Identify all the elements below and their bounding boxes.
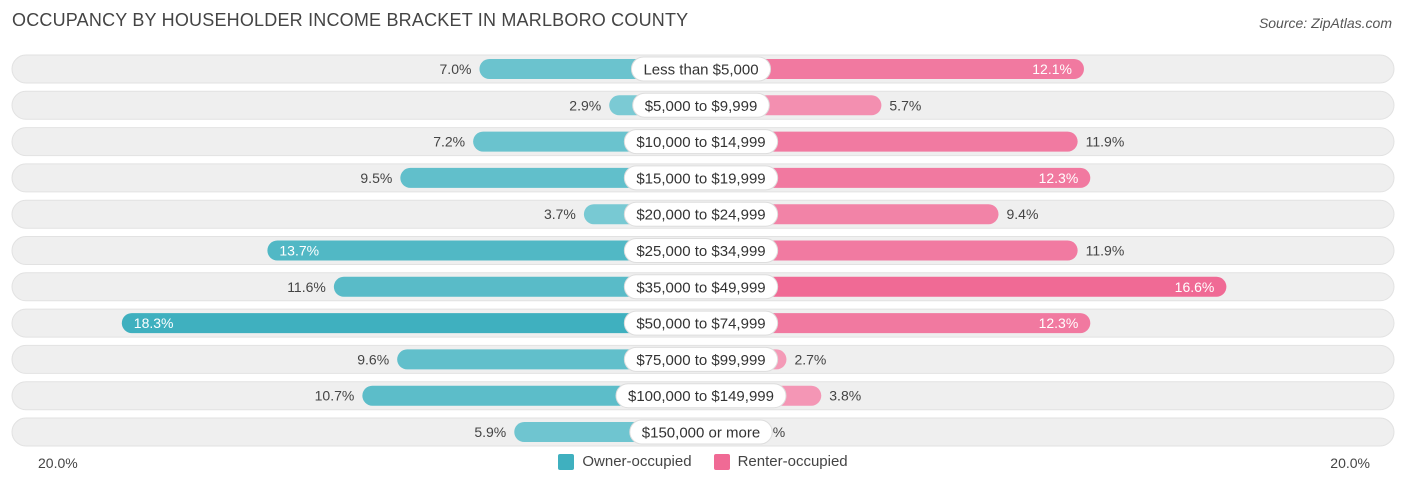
bar-owner (362, 385, 701, 406)
label-renter-value: 3.8% (829, 388, 861, 404)
chart-row: 9.6% 2.7% $75,000 to $99,999 (11, 344, 1395, 374)
axis-min-label: 20.0% (38, 455, 78, 471)
label-owner-value: 10.7% (315, 388, 355, 404)
legend: Owner-occupied Renter-occupied (0, 453, 1406, 470)
chart-row: 18.3% 12.3% $50,000 to $74,999 (11, 308, 1395, 338)
axis-max-label: 20.0% (1330, 455, 1370, 471)
chart-row: 11.6% 16.6% $35,000 to $49,999 (11, 272, 1395, 302)
label-renter-value: 2.7% (794, 351, 826, 367)
label-renter-value: 11.9% (1086, 243, 1125, 259)
bar-owner (267, 240, 701, 261)
label-renter-value: 5.7% (889, 97, 921, 113)
bar-renter (701, 167, 1091, 188)
chart-title: OCCUPANCY BY HOUSEHOLDER INCOME BRACKET … (12, 10, 689, 30)
category-label: $75,000 to $99,999 (636, 352, 765, 369)
label-owner-value: 5.9% (474, 424, 506, 440)
legend-label-renter: Renter-occupied (737, 453, 848, 470)
bar-renter (701, 276, 1227, 297)
label-owner-value: 13.7% (279, 243, 319, 259)
category-label: $25,000 to $34,999 (636, 243, 765, 260)
label-renter-value: 12.1% (1032, 61, 1072, 77)
label-renter-value: 12.3% (1039, 315, 1079, 331)
category-pill (630, 56, 772, 82)
category-pill (623, 310, 779, 336)
chart-row: 2.9% 5.7% $5,000 to $9,999 (11, 90, 1395, 120)
legend-swatch-renter (713, 453, 730, 470)
label-renter-value: 11.9% (1086, 134, 1125, 150)
category-label: $50,000 to $74,999 (636, 316, 765, 333)
label-owner-value: 9.5% (360, 170, 392, 186)
bar-renter (701, 313, 1091, 334)
label-renter-value: 9.4% (1007, 206, 1039, 222)
category-label: Less than $5,000 (643, 62, 758, 79)
label-owner-value: 18.3% (134, 315, 174, 331)
chart-row: 13.7% 11.9% $25,000 to $34,999 (11, 236, 1395, 265)
label-renter-value: 16.6% (1175, 279, 1215, 295)
category-pill (629, 419, 773, 445)
legend-swatch-owner (558, 453, 575, 470)
category-pill (623, 129, 779, 155)
category-label: $10,000 to $14,999 (636, 134, 765, 151)
label-owner-value: 7.2% (433, 134, 465, 150)
chart-row: 7.2% 11.9% $10,000 to $14,999 (11, 127, 1395, 157)
category-pill (623, 201, 779, 227)
legend-item-renter: Renter-occupied (713, 453, 848, 470)
category-label: $100,000 to $149,999 (628, 388, 774, 405)
category-pill (615, 383, 787, 409)
category-label: $15,000 to $19,999 (636, 170, 765, 187)
bar-owner (121, 313, 702, 334)
chart-row: 7.0% 12.1% Less than $5,000 (11, 54, 1395, 84)
category-pill (623, 346, 779, 372)
bar-owner (333, 276, 701, 297)
chart-row: 5.9%1.4%$150,000 or more (11, 417, 1395, 447)
legend-label-owner: Owner-occupied (582, 453, 692, 470)
label-owner-value: 11.6% (287, 279, 326, 295)
category-label: $150,000 or more (642, 425, 760, 442)
label-owner-value: 9.6% (357, 351, 389, 367)
category-pill (623, 165, 779, 191)
bar-renter (701, 59, 1084, 79)
category-label: $35,000 to $49,999 (636, 279, 765, 296)
category-pill (623, 238, 779, 263)
label-owner-value: 7.0% (440, 61, 472, 77)
label-owner-value: 3.7% (544, 206, 576, 222)
label-renter-value: 12.3% (1039, 170, 1079, 186)
category-pill (632, 92, 770, 118)
chart-row: 10.7% 3.8% $100,000 to $149,999 (11, 381, 1395, 411)
category-pill (623, 274, 779, 300)
chart-row: 9.5% 12.3% $15,000 to $19,999 (11, 163, 1395, 193)
bar-renter (701, 240, 1078, 261)
bar-renter (701, 131, 1078, 152)
category-label: $5,000 to $9,999 (645, 98, 758, 115)
category-label: $20,000 to $24,999 (636, 207, 765, 224)
label-owner-value: 2.9% (569, 97, 601, 113)
legend-item-owner: Owner-occupied (558, 453, 692, 470)
chart-source: Source: ZipAtlas.com (1258, 15, 1392, 31)
chart-row: 3.7% 9.4% $20,000 to $24,999 (11, 199, 1395, 229)
